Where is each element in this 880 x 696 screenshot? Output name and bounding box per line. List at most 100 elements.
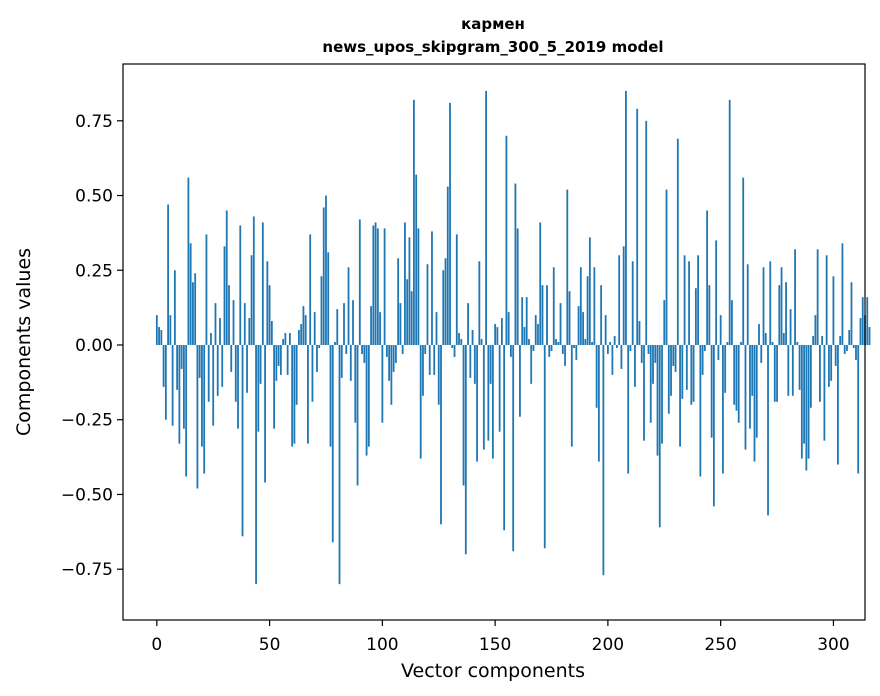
- bar: [570, 344, 573, 447]
- bar: [670, 344, 672, 396]
- bar: [367, 344, 370, 447]
- bar: [830, 344, 833, 381]
- bar: [708, 285, 711, 345]
- bar: [171, 344, 174, 426]
- bar: [257, 344, 260, 432]
- bar: [654, 344, 657, 363]
- bar: [658, 344, 661, 528]
- bar: [537, 324, 539, 345]
- bar: [270, 321, 273, 345]
- bar: [225, 210, 228, 345]
- bar: [485, 90, 487, 345]
- bar: [645, 120, 648, 345]
- bar: [203, 344, 206, 474]
- bar: [268, 285, 271, 345]
- y-tick-label: 0.50: [75, 187, 113, 207]
- bar: [453, 344, 456, 357]
- bar: [255, 344, 257, 585]
- bar: [379, 312, 381, 345]
- bar: [706, 210, 709, 345]
- bar: [834, 344, 837, 366]
- bar: [338, 344, 341, 585]
- bar: [194, 273, 197, 345]
- bar: [178, 344, 181, 444]
- bar: [433, 344, 436, 375]
- bar: [228, 285, 230, 345]
- bar: [207, 344, 210, 402]
- bar: [575, 344, 578, 360]
- bar: [304, 315, 307, 345]
- bar: [656, 344, 659, 456]
- bar: [356, 344, 359, 486]
- bar: [196, 344, 199, 489]
- bar: [715, 240, 718, 345]
- bar: [712, 344, 715, 507]
- bar: [422, 344, 424, 396]
- bar: [345, 344, 348, 354]
- bar: [764, 333, 767, 345]
- bar: [640, 344, 643, 363]
- bar: [340, 344, 343, 378]
- bar: [742, 177, 745, 345]
- bar: [442, 270, 445, 345]
- bar: [697, 255, 699, 345]
- bar: [173, 270, 176, 345]
- bar: [349, 344, 352, 381]
- bar: [703, 344, 706, 351]
- chart-subtitle: news_upos_skipgram_300_5_2019 model: [322, 38, 663, 56]
- bar: [751, 344, 754, 396]
- y-tick-label: 0.00: [75, 336, 113, 356]
- bar: [800, 344, 803, 459]
- bar: [164, 344, 167, 420]
- bar: [744, 344, 747, 450]
- bar: [286, 344, 289, 375]
- bar: [320, 276, 323, 345]
- bar: [794, 249, 796, 345]
- bar: [866, 297, 869, 345]
- bar: [773, 344, 776, 402]
- bar: [753, 344, 756, 462]
- bar: [618, 255, 621, 345]
- bar: [282, 339, 285, 345]
- bar: [491, 344, 494, 459]
- bar: [212, 344, 215, 426]
- bar: [588, 237, 591, 345]
- bar: [451, 344, 454, 348]
- x-axis-label: Vector components: [401, 660, 585, 682]
- bar: [500, 318, 503, 345]
- bar: [561, 344, 564, 354]
- bar: [534, 315, 537, 345]
- bar: [631, 261, 634, 345]
- bar: [837, 344, 839, 465]
- bar: [298, 330, 300, 345]
- bar: [818, 344, 821, 402]
- bar: [557, 342, 560, 345]
- bar: [555, 339, 557, 345]
- bar: [690, 344, 693, 405]
- bar: [316, 344, 318, 372]
- bar: [769, 261, 772, 345]
- bar: [719, 315, 722, 345]
- bar: [505, 135, 508, 345]
- bar: [868, 327, 871, 345]
- x-tick-label: 150: [479, 635, 511, 655]
- bar: [185, 344, 188, 477]
- bar: [816, 249, 819, 345]
- bar: [787, 344, 790, 396]
- bar: [347, 267, 350, 345]
- bar: [390, 344, 393, 405]
- bar: [525, 297, 528, 345]
- bar: [735, 344, 738, 411]
- bar: [778, 285, 781, 345]
- bar: [616, 344, 618, 348]
- bar: [665, 189, 668, 345]
- bar: [647, 344, 650, 354]
- bar: [566, 189, 569, 345]
- bar: [532, 344, 535, 351]
- bar: [279, 344, 282, 375]
- bar: [331, 344, 334, 543]
- bar: [859, 318, 862, 345]
- bar: [361, 344, 363, 354]
- bar: [261, 222, 264, 345]
